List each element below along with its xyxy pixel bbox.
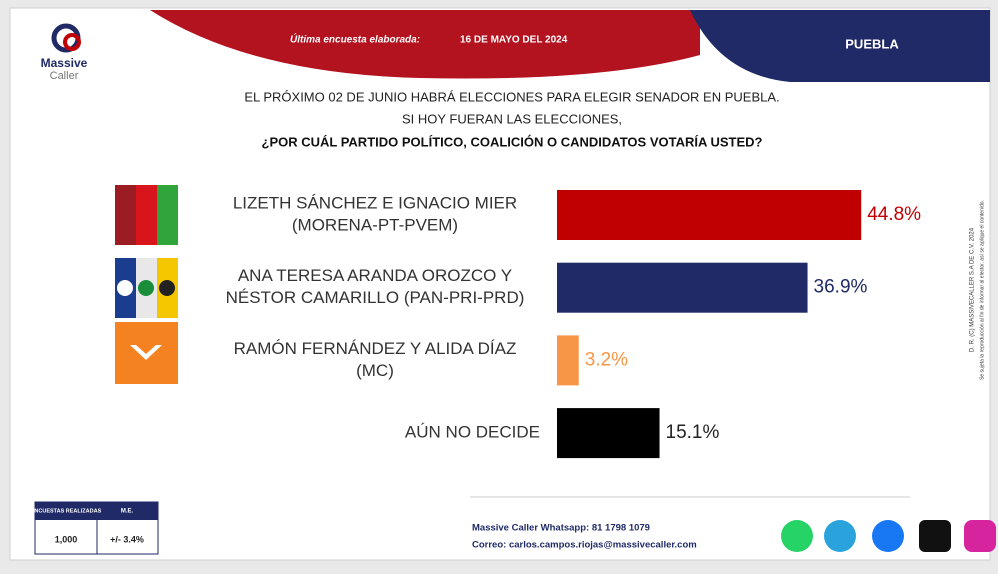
brand: Massive	[41, 56, 88, 70]
question: EL PRÓXIMO 02 DE JUNIO HABRÁ ELECCIONES …	[244, 89, 779, 104]
category-label: (MORENA-PT-PVEM)	[292, 215, 458, 234]
brand: Caller	[50, 70, 79, 82]
side-note: Se sujeta la reproducción al fin de info…	[979, 200, 985, 380]
question: SI HOY FUERAN LAS ELECCIONES,	[402, 111, 622, 126]
party-logo	[115, 322, 178, 384]
stats-table	[34, 501, 159, 555]
value-label: 44.8%	[867, 204, 921, 225]
region: PUEBLA	[845, 36, 899, 51]
category-label: RAMÓN FERNÁNDEZ Y ALIDA DÍAZ	[234, 339, 517, 358]
table-header: ENCUESTAS REALIZADAS	[31, 508, 102, 514]
value-label: 15.1%	[666, 422, 720, 443]
category-label: NÉSTOR CAMARILLO (PAN-PRI-PRD)	[226, 288, 525, 307]
party-logo	[115, 258, 178, 318]
category-label: AÚN NO DECIDE	[405, 423, 540, 442]
survey-label: Última encuesta elaborada:	[290, 33, 420, 46]
bar	[557, 335, 579, 386]
value-label: 36.9%	[814, 277, 868, 298]
whatsapp-icon[interactable]	[781, 520, 813, 552]
logo	[51, 23, 81, 53]
telegram-icon[interactable]	[824, 520, 856, 552]
x-icon[interactable]	[919, 520, 951, 552]
contact: Massive Caller Whatsapp: 81 1798 1079	[472, 523, 650, 534]
instagram-icon[interactable]	[964, 520, 996, 552]
survey-date: 16 DE MAYO DEL 2024	[460, 35, 568, 46]
party-logo	[115, 185, 178, 245]
value-label: 3.2%	[585, 349, 628, 370]
bar	[557, 190, 862, 240]
bar	[557, 262, 808, 313]
bar	[557, 408, 660, 459]
question: ¿POR CUÁL PARTIDO POLÍTICO, COALICIÓN O …	[262, 134, 763, 149]
side-note: D. R. (C) MASSIVECALLER S.A DE C.V. 2024	[970, 227, 976, 352]
contact: Correo: carlos.campos.riojas@massivecall…	[472, 540, 697, 551]
table-value: 1,000	[55, 534, 78, 544]
category-label: (MC)	[356, 361, 394, 380]
category-label: ANA TERESA ARANDA OROZCO Y	[238, 266, 512, 285]
category-label: LIZETH SÁNCHEZ E IGNACIO MIER	[233, 193, 517, 212]
table-value: +/- 3.4%	[110, 534, 144, 544]
facebook-icon[interactable]	[872, 520, 904, 552]
header-banner	[150, 10, 700, 79]
region-banner	[690, 10, 990, 82]
table-header: M.E.	[121, 509, 134, 515]
